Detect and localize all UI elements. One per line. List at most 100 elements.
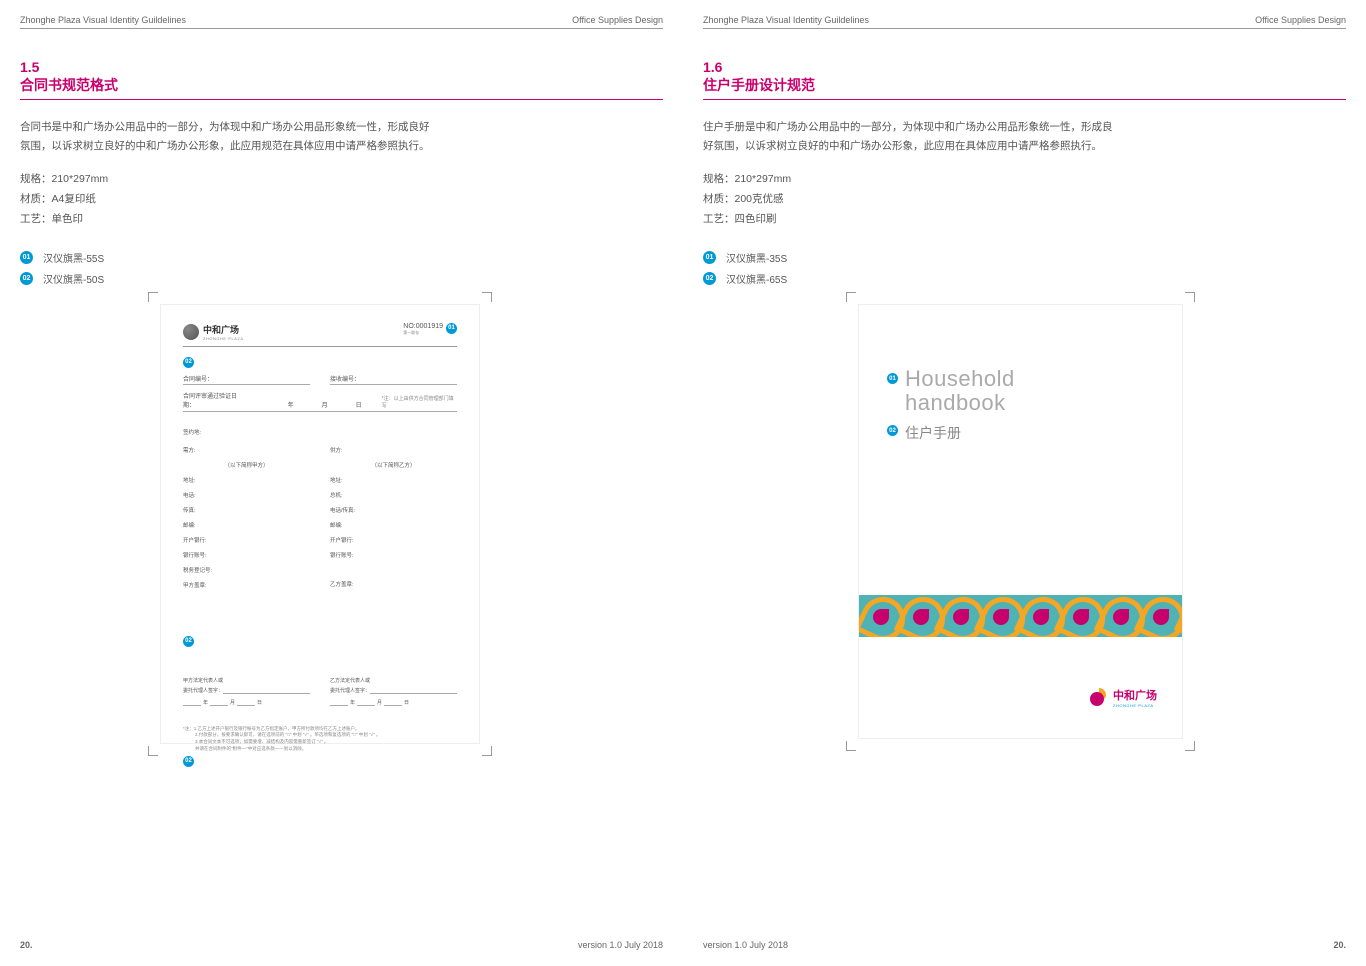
date-seg — [384, 698, 402, 706]
callout-01: 01 — [887, 373, 898, 384]
pattern-swirl — [979, 595, 1019, 637]
badge-02: 02 — [703, 272, 716, 285]
callout-02: 02 — [183, 636, 194, 647]
contract-mockup: 中和广场 ZHONGHE·PLAZA NO:0001919 第一联存 01 02… — [160, 304, 480, 744]
logo-en: ZHONGHE·PLAZA — [1113, 703, 1157, 708]
page-header: Zhonghe Plaza Visual Identity Guildeline… — [20, 15, 663, 29]
badge-02: 02 — [20, 272, 33, 285]
version-text: version 1.0 July 2018 — [703, 940, 788, 950]
fn-line: 3.本合同文本不可选项，如需要增、减结构及内容需重新签订 "√" 。 — [183, 739, 457, 746]
page-footer: 20. version 1.0 July 2018 — [20, 940, 663, 950]
doc-number: NO:0001919 — [403, 323, 443, 330]
pattern-swirl — [1019, 595, 1059, 637]
signature-section: 甲方法定代表人或 委托代理人签字： 年 月 日 乙方法定代表人或 委托代理人签字… — [183, 677, 457, 706]
spec-line: 工艺：四色印刷 — [703, 210, 1346, 230]
date-line: 年 月 日 — [330, 698, 457, 706]
pattern — [859, 595, 1182, 637]
rep-sig: 委托代理人签字： — [330, 687, 370, 694]
month: 月 — [230, 699, 235, 706]
crop-mark — [1185, 292, 1195, 302]
sign-place: 签约地: — [183, 428, 457, 436]
review-date-label: 合同评审通过验证日期： — [183, 391, 248, 409]
contract-document: 中和广场 ZHONGHE·PLAZA NO:0001919 第一联存 01 02… — [160, 304, 480, 744]
spacer — [330, 566, 457, 573]
parties-columns: 需方: （以下简称甲方） 地址: 电话: 传真: 邮编: 开户银行: 银行账号:… — [183, 446, 457, 596]
crop-mark — [846, 292, 856, 302]
pattern-swirl — [1139, 595, 1179, 637]
logo-text: 中和广场 ZHONGHE·PLAZA — [203, 323, 244, 341]
logo-text: 中和广场 ZHONGHE·PLAZA — [1113, 687, 1157, 708]
fn-line: 并请在合同附件的"附件一"中对应选条款——划以消除。 — [183, 746, 457, 753]
font-item: 02 汉仪旗黑-50S — [20, 271, 663, 286]
header-right: Office Supplies Design — [572, 15, 663, 25]
font-name: 汉仪旗黑-55S — [43, 250, 104, 265]
date-seg — [357, 698, 375, 706]
seal-b: 乙方盖章: — [330, 580, 457, 588]
page-left: Zhonghe Plaza Visual Identity Guildeline… — [20, 15, 663, 950]
font-list: 01 汉仪旗黑-55S 02 汉仪旗黑-50S — [20, 250, 663, 286]
spec-line: 规格：210*297mm — [703, 170, 1346, 190]
callout-02: 02 — [183, 357, 194, 368]
body-text: 住户手册是中和广场办公用品中的一部分，为体现中和广场办公用品形象统一性，形成良 … — [703, 118, 1346, 156]
pattern-swirl — [859, 595, 899, 637]
party-a: 需方: — [183, 446, 310, 454]
badge-01: 01 — [703, 251, 716, 264]
logo-icon — [183, 324, 199, 340]
logo-cn: 中和广场 — [1113, 687, 1157, 703]
party-b: 供方: — [330, 446, 457, 454]
body-line: 好氛围，以诉求树立良好的中和广场办公形象，此应用在具体应用中请严格参照执行。 — [703, 140, 1102, 152]
date-seg — [330, 698, 348, 706]
switch: 总机: — [330, 491, 457, 499]
spec-line: 材质：200克优感 — [703, 190, 1346, 210]
logo-icon — [1090, 688, 1108, 706]
doc-number-block: NO:0001919 第一联存 01 — [403, 323, 457, 336]
handbook-title-block: 01 Household handbook 02 住户手册 — [887, 367, 1015, 443]
form-note: *注：以上由供方合同管理部门填写 — [382, 395, 457, 409]
callout-01: 01 — [446, 323, 457, 334]
pattern-swirl — [1179, 595, 1182, 637]
sig-line — [223, 686, 310, 694]
pattern-swirl — [899, 595, 939, 637]
handbook-mockup: 01 Household handbook 02 住户手册 — [858, 304, 1183, 739]
font-item: 01 汉仪旗黑-55S — [20, 250, 663, 265]
page-right: Zhonghe Plaza Visual Identity Guildeline… — [703, 15, 1346, 950]
badge-01: 01 — [20, 251, 33, 264]
pattern-swirl — [1059, 595, 1099, 637]
doc-header: 中和广场 ZHONGHE·PLAZA NO:0001919 第一联存 01 — [183, 323, 457, 347]
font-item: 01 汉仪旗黑-35S — [703, 250, 1346, 265]
page-footer: version 1.0 July 2018 20. — [703, 940, 1346, 950]
body-line: 住户手册是中和广场办公用品中的一部分，为体现中和广场办公用品形象统一性，形成良 — [703, 121, 1113, 133]
callout-02: 02 — [887, 425, 898, 436]
post: 邮编: — [330, 521, 457, 529]
seal-a: 甲方盖章: — [183, 581, 310, 589]
alias-a: （以下简称甲方） — [183, 461, 310, 469]
pattern-swirl — [1099, 595, 1139, 637]
pattern-swirl — [939, 595, 979, 637]
footnote: *注：1.乙方上述开户银行及银行帐号为乙方指定账户，甲方所付款项均在乙方上述账户… — [183, 726, 457, 767]
doc-number-sub: 第一联存 — [403, 330, 443, 336]
page-number: 20. — [20, 940, 33, 950]
section-number: 1.5 — [20, 59, 663, 75]
bank: 开户银行: — [330, 536, 457, 544]
title-row: 02 住户手册 — [887, 419, 1015, 443]
field-contract-no: 合同编号： — [183, 374, 310, 385]
header-left: Zhonghe Plaza Visual Identity Guildeline… — [703, 15, 869, 25]
day: 日 — [356, 400, 362, 409]
logo-cn: 中和广场 — [203, 323, 244, 336]
section-title: 合同书规范格式 — [20, 75, 663, 100]
alias-b: （以下简称乙方） — [330, 461, 457, 469]
rep-sig: 委托代理人签字： — [183, 687, 223, 694]
party-b-col: 供方: （以下简称乙方） 地址: 总机: 电话/传真: 邮编: 开户银行: 银行… — [330, 446, 457, 596]
crop-mark — [148, 292, 158, 302]
handbook-logo: 中和广场 ZHONGHE·PLAZA — [1090, 687, 1157, 708]
field-receive-no: 接收编号： — [330, 374, 457, 385]
crop-mark — [1185, 741, 1195, 751]
title-en-1: Household — [905, 367, 1015, 391]
font-name: 汉仪旗黑-50S — [43, 271, 104, 286]
pattern-band — [859, 595, 1182, 637]
month: 月 — [377, 699, 382, 706]
form-row: 合同评审通过验证日期： 年 月 日 *注：以上由供方合同管理部门填写 — [183, 391, 457, 412]
spec-line: 材质：A4复印纸 — [20, 190, 663, 210]
section-number: 1.6 — [703, 59, 1346, 75]
account: 银行账号: — [330, 551, 457, 559]
